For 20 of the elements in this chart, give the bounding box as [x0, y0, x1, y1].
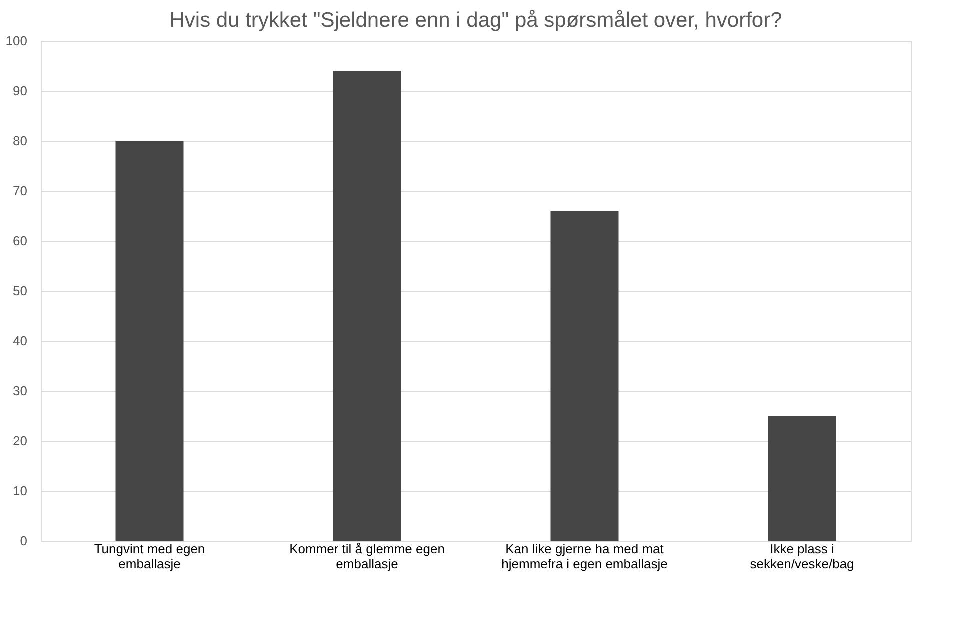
x-tick-label: Tungvint med egen emballasje — [94, 542, 206, 572]
y-tick-label: 70 — [13, 184, 28, 198]
y-tick-label: 60 — [13, 234, 28, 248]
y-tick-label: 90 — [13, 84, 28, 98]
bar — [768, 416, 836, 541]
y-tick-label: 0 — [20, 534, 28, 548]
y-tick-label: 10 — [13, 484, 28, 498]
x-tick-label: Kan like gjerne ha med mat hjemmefra i egen emballasje — [502, 542, 668, 572]
bar — [550, 211, 619, 541]
x-tick-label: Kommer til å glemme egen emballasje — [290, 542, 445, 572]
y-tick-label: 100 — [6, 34, 28, 48]
y-tick-label: 40 — [13, 334, 28, 348]
x-tick-label: Ikke plass i sekken/veske/bag — [750, 542, 854, 572]
chart-title: Hvis du trykket "Sjeldnere enn i dag" på spørsmålet over, hvorfor? — [170, 9, 782, 32]
bar — [333, 71, 402, 541]
bar — [116, 141, 184, 541]
y-tick-label: 50 — [13, 284, 28, 298]
y-tick-label: 20 — [13, 434, 28, 448]
y-tick-label: 80 — [13, 134, 28, 148]
y-tick-label: 30 — [13, 384, 28, 398]
